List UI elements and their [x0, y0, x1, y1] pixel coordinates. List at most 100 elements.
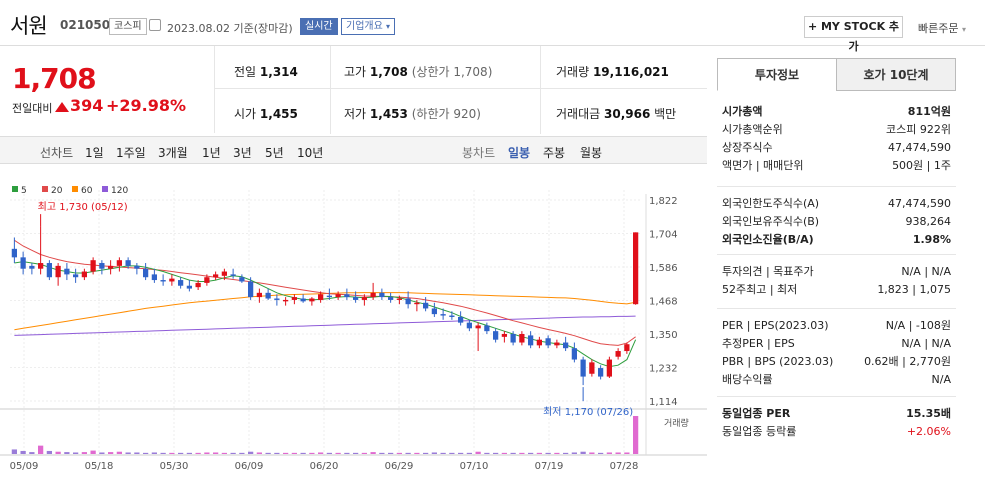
add-mystock-button[interactable]: + MY STOCK 추가: [804, 16, 903, 53]
x-tick-label: 07/28: [610, 461, 639, 472]
candle-body: [186, 285, 192, 289]
invest-info-label: 동일업종 PER: [722, 407, 791, 420]
x-tick-label: 06/20: [310, 461, 339, 472]
volume-bar: [580, 451, 586, 454]
candle-body: [598, 368, 604, 377]
period-1y[interactable]: 1년: [202, 146, 221, 160]
volume-bar: [90, 450, 96, 454]
invest-info-value: N/A | -108원: [885, 319, 951, 332]
invest-info-row: PBR | BPS (2023.03) 0.62배 | 2,770원: [722, 354, 954, 370]
candle-body: [134, 265, 140, 269]
candle-body: [213, 274, 219, 278]
volume: 거래량 19,116,021: [556, 63, 669, 80]
volume-bar: [143, 452, 149, 454]
divider: [717, 396, 956, 397]
candle-body: [125, 260, 131, 266]
candle-body: [291, 297, 297, 300]
volume-bar: [309, 452, 315, 454]
invest-panel: 투자정보 호가 10단계 시가총액 811억원 시가총액순위 코스피 922위 상장주식…: [717, 58, 956, 458]
volume-bar: [20, 450, 26, 454]
low-price: 저가 1,453 (하한가 920): [344, 105, 481, 122]
period-3m[interactable]: 3개월: [158, 146, 188, 160]
invest-info-value: 1.98%: [912, 233, 951, 246]
candle-body: [248, 281, 254, 298]
period-5y[interactable]: 5년: [265, 146, 284, 160]
high-value: 1,708: [369, 65, 408, 79]
candle-body: [423, 302, 429, 309]
invest-info-value: +2.06%: [906, 425, 951, 438]
company-info-button[interactable]: 기업개요 ▾: [341, 18, 396, 35]
period-1w[interactable]: 1주일: [116, 146, 146, 160]
candle-body: [81, 271, 87, 278]
calendar-icon: [149, 19, 161, 31]
period-monthly[interactable]: 월봉: [580, 146, 603, 160]
chart-toolbar: 선차트 1일 1주일 3개월 1년 3년 5년 10년 봉차트 일봉 주봉 월봉: [0, 136, 707, 164]
volume-bar: [38, 445, 44, 454]
candle-body: [475, 325, 481, 329]
volume-bar: [484, 452, 490, 454]
candle-body: [309, 298, 315, 302]
volume-bar: [55, 451, 61, 454]
volume-bar: [466, 452, 472, 454]
candle-body: [571, 348, 577, 360]
volume-bar: [598, 452, 604, 454]
open-price: 시가 1,455: [234, 105, 298, 122]
y-tick-label: 1,586: [649, 263, 678, 274]
volume-bar: [29, 452, 35, 454]
invest-info-label: PER | EPS(2023.03): [722, 319, 829, 332]
invest-info-label: 52주최고 | 최저: [722, 283, 798, 296]
invest-info-value: 15.35배: [906, 407, 951, 420]
invest-info-row: 액면가 | 매매단위 500원 | 1주: [722, 158, 954, 174]
legend-swatch: [72, 186, 78, 192]
line-chart-button[interactable]: 선차트: [40, 146, 74, 160]
candle-chart-button[interactable]: 봉차트: [462, 146, 496, 160]
tab-invest-info[interactable]: 투자정보: [717, 58, 837, 91]
invest-info-row: PER | EPS(2023.03) N/A | -108원: [722, 318, 954, 334]
low-label: 저가: [344, 107, 367, 121]
legend-label: 60: [81, 186, 93, 196]
candle-body: [108, 265, 114, 269]
candle-body: [151, 274, 157, 281]
invest-info-value: 코스피 922위: [886, 123, 951, 136]
divider: [717, 254, 956, 255]
legend-label: 5: [21, 186, 27, 196]
quick-order-button[interactable]: 빠른주문 ▾: [918, 20, 966, 36]
volume-bar: [615, 452, 621, 454]
y-tick-label: 1,468: [649, 297, 678, 308]
realtime-badge[interactable]: 실시간: [300, 18, 338, 35]
volume-bar: [151, 452, 157, 454]
period-10y[interactable]: 10년: [297, 146, 324, 160]
volume-bar: [300, 452, 306, 454]
chart-background: [0, 164, 707, 478]
volume-bar: [379, 452, 385, 454]
period-weekly[interactable]: 주봉: [543, 146, 566, 160]
volume-bar: [431, 452, 437, 454]
tab-orderbook[interactable]: 호가 10단계: [836, 58, 956, 91]
price-chart[interactable]: 1,822 1,704 1,586 1,468 1,350 1,232 1,114 05/09…: [0, 164, 707, 478]
period-1d[interactable]: 1일: [85, 146, 104, 160]
prev-close: 전일 1,314: [234, 63, 298, 80]
volume-bar: [318, 452, 324, 454]
invest-info-row: 외국인소진율(B/A) 1.98%: [722, 232, 954, 248]
candle-body: [431, 308, 437, 315]
current-price: 1,708: [12, 62, 97, 95]
volume-bar: [528, 452, 534, 454]
candle-body: [396, 298, 402, 300]
stock-header: 서원 021050 코스피 2023.08.02 기준(장마감) 실시간 기업개…: [0, 0, 985, 53]
period-daily[interactable]: 일봉: [508, 146, 531, 160]
volume-bar: [405, 452, 411, 454]
volume-bar: [344, 452, 350, 454]
invest-info-value: 938,264: [905, 215, 952, 228]
invest-info-value: N/A: [931, 373, 951, 386]
invest-info-row: 동일업종 등락률 +2.06%: [722, 424, 954, 440]
volume-bar: [335, 452, 341, 454]
candle-body: [484, 325, 490, 332]
stock-code: 021050: [60, 18, 111, 32]
period-3y[interactable]: 3년: [233, 146, 252, 160]
volume-bar: [230, 452, 236, 454]
invest-info-label: 액면가 | 매매단위: [722, 159, 804, 172]
candle-body: [11, 248, 17, 258]
candle-body: [633, 232, 639, 305]
invest-info-row: 시가총액 811억원: [722, 104, 954, 120]
volume-bar: [160, 452, 166, 454]
